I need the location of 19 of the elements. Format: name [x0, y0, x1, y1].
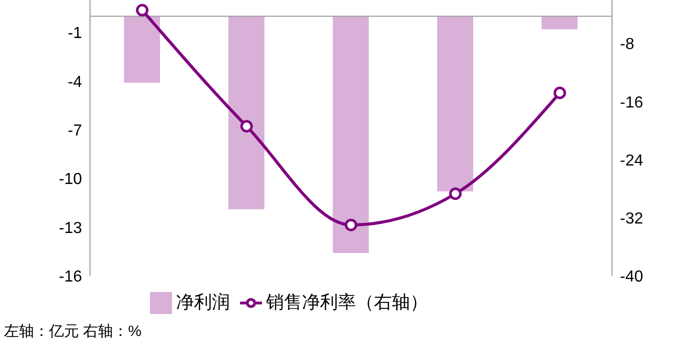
legend-label: 净利润 — [176, 292, 230, 312]
y2-tick-label: -8 — [620, 36, 634, 54]
y2-tick-label: -16 — [620, 94, 644, 112]
point — [554, 86, 566, 100]
point — [449, 188, 462, 200]
y-tick-label: -10 — [58, 171, 82, 188]
y-tick-label: -16 — [58, 268, 82, 286]
point — [240, 120, 253, 133]
y-tick-label: -4 — [68, 74, 82, 91]
y2-tick-label: -40 — [620, 268, 644, 286]
y-tick-label: -7 — [68, 122, 82, 140]
point — [136, 4, 148, 16]
y-tick-label: -1 — [68, 25, 82, 42]
legend-label: 销售净利率（右轴） — [266, 292, 428, 312]
y2-tick-label: -24 — [620, 152, 644, 170]
text: 左轴：亿元 右轴：% — [4, 322, 142, 341]
point — [344, 218, 358, 232]
y-tick-label: -13 — [58, 220, 82, 237]
y2-tick-label: -32 — [620, 210, 644, 228]
